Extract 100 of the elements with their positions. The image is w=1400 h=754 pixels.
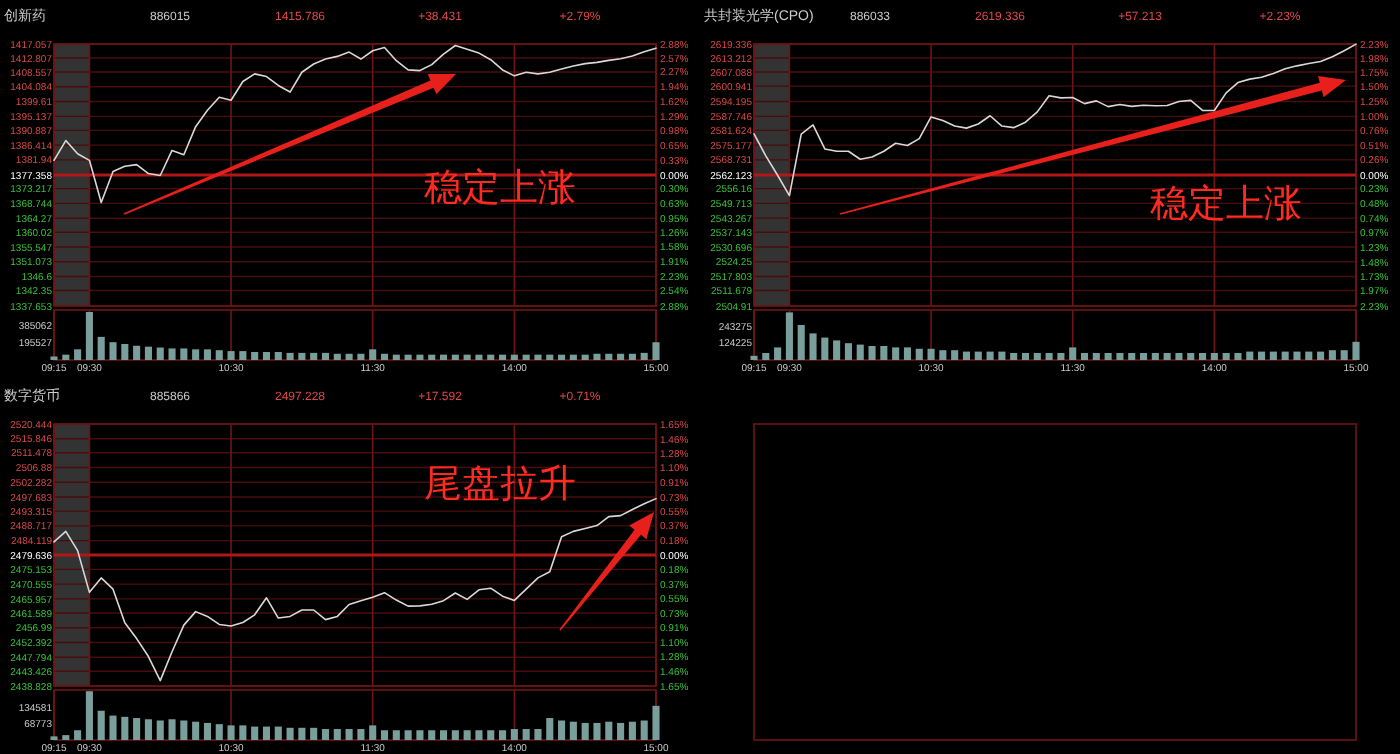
bar	[451, 354, 459, 360]
line-series	[53, 44, 657, 204]
bar	[499, 354, 507, 360]
bar	[652, 705, 660, 740]
bar	[333, 353, 341, 360]
bar	[345, 729, 353, 740]
bar	[1281, 351, 1289, 360]
bar	[510, 354, 518, 360]
bar	[463, 730, 471, 740]
bar	[262, 726, 271, 740]
bar	[581, 354, 589, 360]
bar	[180, 720, 188, 740]
bar	[1175, 353, 1183, 360]
bar	[133, 345, 141, 360]
bar	[962, 351, 971, 360]
bar	[1045, 353, 1053, 360]
bar	[797, 324, 805, 360]
bar	[821, 337, 829, 360]
bar	[192, 349, 200, 360]
bar	[546, 354, 554, 360]
bar	[903, 347, 911, 360]
bar	[915, 348, 923, 360]
bar	[144, 346, 152, 360]
bar	[274, 351, 282, 360]
bar	[1305, 351, 1313, 360]
bar	[1057, 353, 1065, 360]
bar	[74, 730, 82, 740]
bar	[369, 725, 377, 740]
bar	[310, 727, 318, 740]
bar	[1199, 353, 1207, 360]
bar	[439, 730, 448, 740]
bar	[499, 730, 507, 740]
bar	[605, 721, 613, 740]
bar	[880, 345, 888, 360]
bar	[380, 353, 389, 360]
bar	[357, 729, 365, 740]
bar	[369, 349, 377, 360]
bar	[203, 349, 211, 360]
bar	[239, 351, 247, 360]
bar	[1069, 347, 1077, 360]
bar	[558, 720, 566, 740]
bar	[1092, 353, 1100, 360]
bar	[404, 354, 412, 360]
bar	[1010, 353, 1018, 360]
bar	[1104, 353, 1112, 360]
bar	[357, 353, 365, 360]
bar	[1128, 353, 1136, 360]
bar	[1116, 353, 1124, 360]
bar	[534, 729, 542, 740]
bar	[581, 722, 589, 740]
bar	[298, 352, 306, 360]
bar	[605, 353, 613, 360]
bar	[534, 354, 542, 360]
bar	[156, 347, 164, 360]
annotation: 尾盘拉升	[424, 464, 576, 506]
bar	[640, 352, 648, 360]
bar	[215, 724, 223, 740]
bar	[546, 718, 554, 740]
bar	[286, 352, 294, 360]
bar	[986, 351, 994, 360]
bar	[298, 727, 306, 740]
annotation: 稳定上涨	[1150, 182, 1302, 226]
bar	[856, 344, 864, 360]
bar	[168, 348, 176, 360]
bar	[774, 347, 782, 360]
bar	[892, 347, 900, 360]
bar	[569, 721, 577, 740]
bar	[522, 729, 530, 740]
bar	[227, 725, 235, 740]
bar	[475, 354, 483, 360]
bar	[652, 342, 660, 360]
bar	[310, 352, 318, 360]
bar	[451, 730, 459, 740]
bar	[951, 350, 959, 360]
bar	[593, 722, 601, 740]
bar	[321, 352, 330, 360]
bar	[998, 351, 1006, 360]
bar	[333, 729, 341, 740]
bar	[215, 350, 223, 360]
bar	[463, 354, 471, 360]
bar	[109, 342, 117, 360]
bar	[380, 730, 389, 740]
bar	[262, 351, 271, 360]
bar	[133, 718, 141, 740]
bar	[628, 721, 636, 740]
bar	[156, 720, 164, 740]
bar	[144, 719, 152, 740]
bar	[62, 354, 70, 360]
bar	[1222, 353, 1230, 360]
bar	[640, 720, 648, 740]
bar	[251, 351, 259, 360]
bar	[487, 354, 495, 360]
bar	[1139, 353, 1148, 360]
bar	[1328, 350, 1336, 360]
bar	[1080, 353, 1089, 360]
bar	[487, 730, 495, 740]
bar	[844, 343, 852, 360]
bar	[203, 722, 211, 740]
bar	[321, 729, 330, 740]
bar	[833, 340, 841, 360]
